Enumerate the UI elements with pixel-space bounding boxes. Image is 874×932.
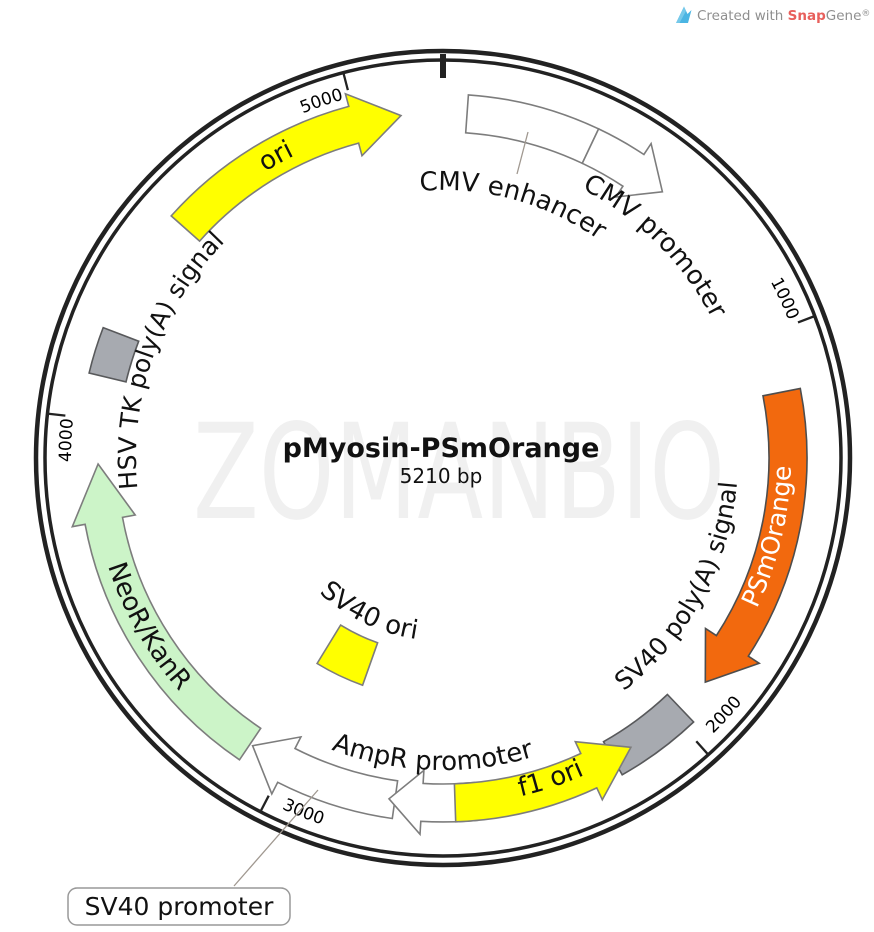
feature-label: SV40 ori (314, 575, 420, 646)
feature-label: PSmOrange (736, 465, 797, 611)
tick-3000 (259, 795, 270, 812)
feature-sv40-promoter[interactable] (251, 735, 399, 820)
feature-neor-kanr[interactable] (70, 462, 262, 761)
feature-cmv-enhancer[interactable] (464, 94, 600, 165)
tick-2000 (695, 740, 709, 755)
callout-label: SV40 promoter (85, 892, 274, 921)
feature-sv40-ori[interactable] (316, 623, 379, 687)
plasmid-title: pMyosin-PSmOrange (283, 433, 600, 464)
feature-ori[interactable] (170, 92, 403, 243)
credit-text: Created with SnapGene® (697, 8, 870, 24)
leader-line-1 (233, 789, 319, 887)
sv40-promoter-callout: SV40 promoter (67, 887, 291, 926)
watermark-text: ZOMANBIO (193, 396, 725, 550)
feature-label: AmpR promoter (329, 728, 537, 777)
tick-5000 (342, 73, 349, 91)
snapgene-logo-icon-highlight (676, 6, 686, 23)
tick-1000 (797, 315, 815, 324)
feature-hsvtk-polya[interactable] (88, 326, 140, 383)
feature-psmorange[interactable] (704, 387, 808, 684)
tick-label-4000: 4000 (56, 418, 78, 463)
callout-box (67, 887, 291, 926)
leader-line-0 (516, 131, 529, 175)
feature-label-path (112, 121, 564, 394)
tick-label-1000: 1000 (766, 274, 803, 322)
feature-label: CMV enhancer (419, 167, 612, 246)
tick-4000 (48, 412, 66, 417)
feature-label: NeoR/KanR (101, 558, 197, 696)
feature-f1-ori[interactable] (453, 740, 633, 823)
feature-cmv-promoter[interactable] (581, 127, 664, 198)
backbone-outer-circle (33, 48, 853, 868)
tick-label-2000: 2000 (702, 692, 746, 737)
plasmid-length: 5210 bp (400, 464, 483, 488)
snapgene-credit: Created with SnapGene® (676, 6, 870, 24)
